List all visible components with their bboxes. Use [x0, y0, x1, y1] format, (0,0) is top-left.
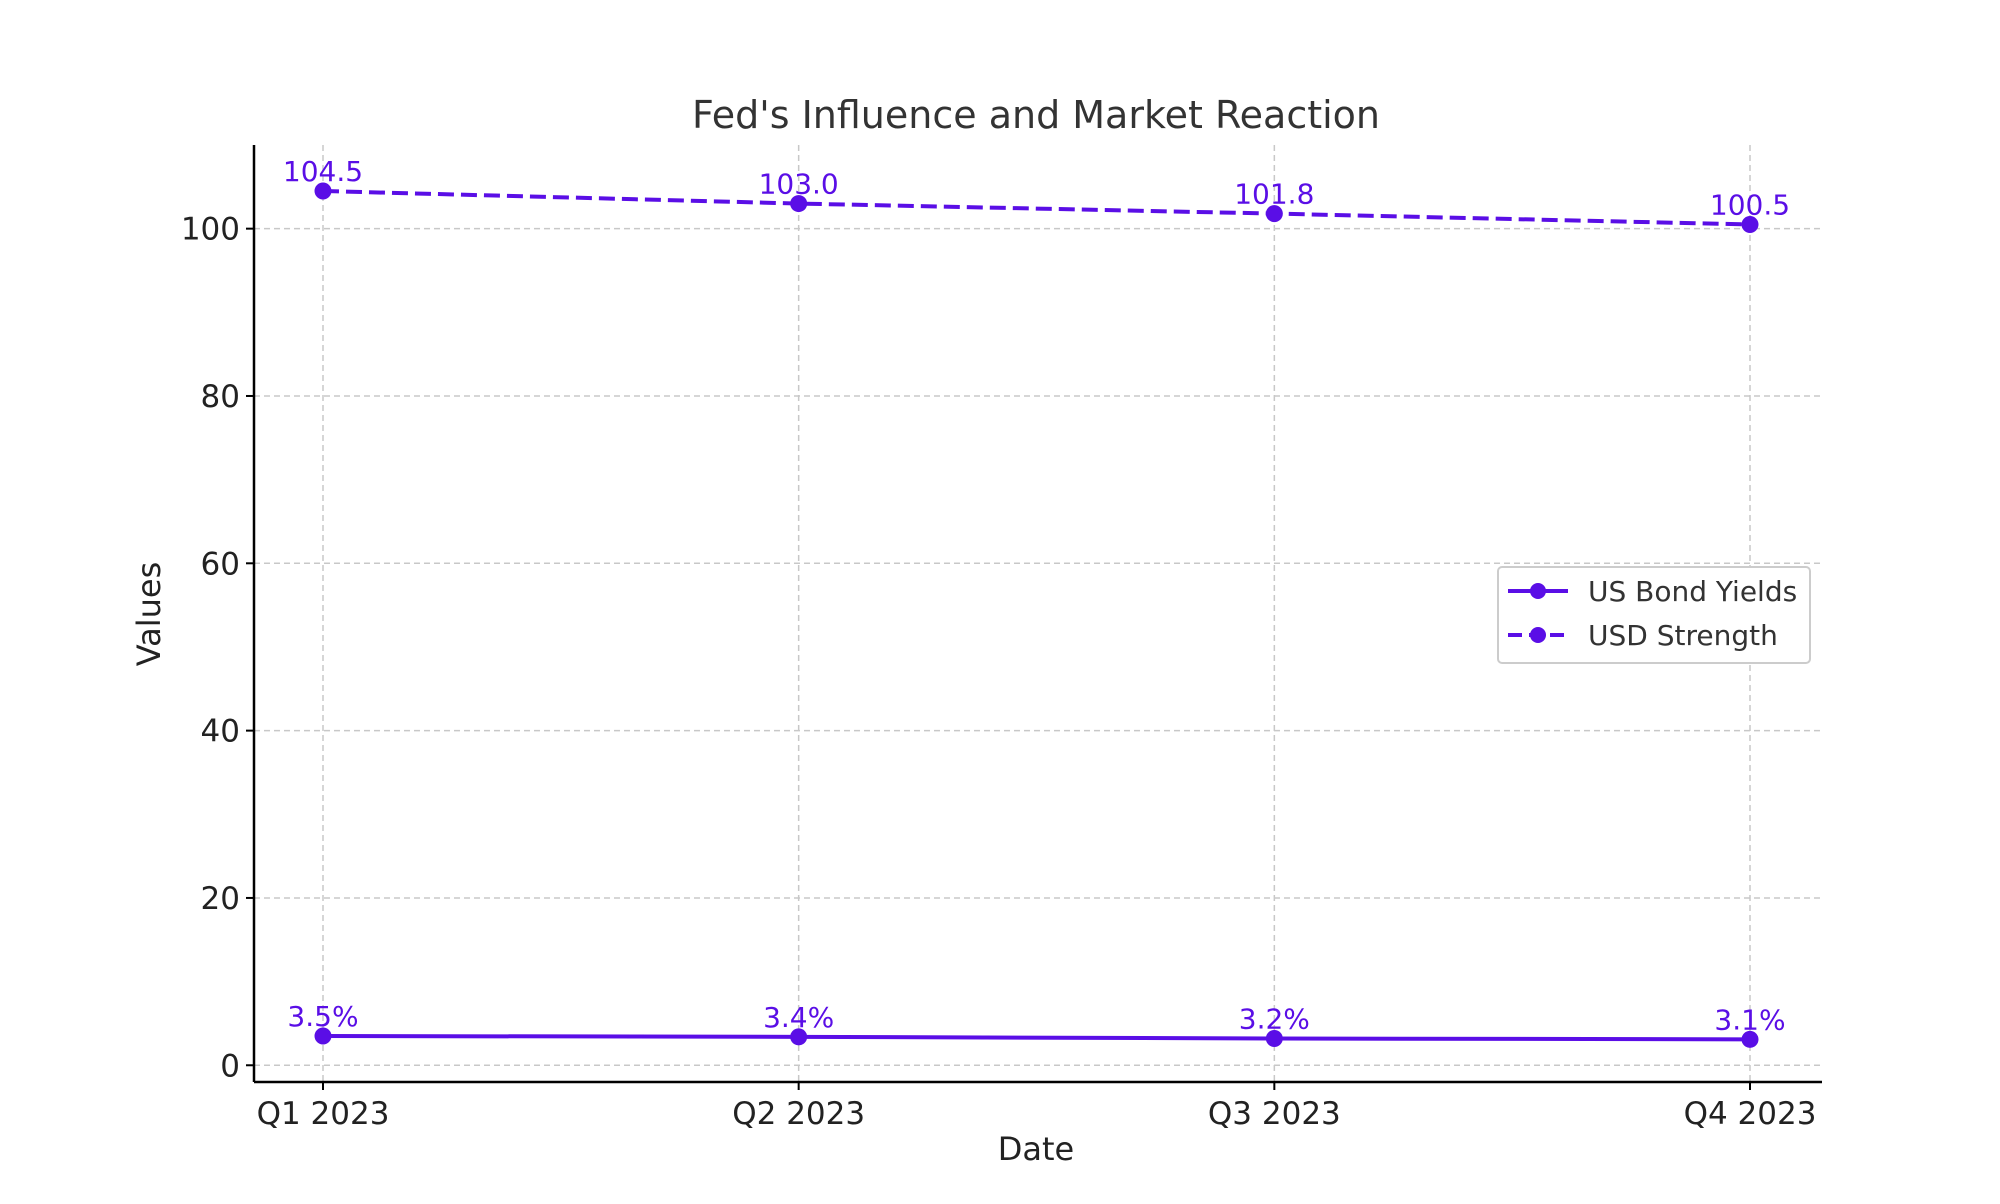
data-point [1265, 1029, 1283, 1047]
x-tick-label: Q3 2023 [1208, 1096, 1341, 1132]
y-tick-label: 20 [201, 881, 240, 917]
y-axis-label: Values [130, 562, 168, 667]
x-tick-label: Q2 2023 [732, 1096, 865, 1132]
series-line-1 [322, 189, 1751, 227]
chart-title: Fed's Influence and Market Reaction [692, 93, 1380, 137]
legend-frame [1497, 566, 1811, 664]
data-point [790, 195, 808, 213]
data-label: 103.0 [759, 168, 839, 201]
data-point [1741, 1030, 1759, 1048]
y-tick-label: 0 [220, 1048, 240, 1084]
grid-layer [254, 145, 1822, 1082]
legend-label: US Bond Yields [1588, 575, 1797, 608]
x-tick-label: Q1 2023 [257, 1096, 390, 1132]
data-label: 101.8 [1234, 178, 1314, 211]
y-tick-label: 40 [201, 714, 240, 750]
data-point [1265, 205, 1283, 223]
series-line-0 [322, 1033, 1751, 1042]
x-axis-label: Date [998, 1130, 1074, 1168]
data-point [314, 182, 332, 200]
data-label: 3.2% [1239, 1002, 1310, 1035]
data-label: 3.5% [287, 1000, 358, 1033]
data-label: 100.5 [1710, 188, 1790, 221]
data-label: 3.1% [1714, 1003, 1785, 1036]
legend-marker [1530, 627, 1546, 643]
y-tick-label: 80 [201, 379, 240, 415]
data-point [1741, 215, 1759, 233]
data-label: 3.4% [763, 1001, 834, 1034]
legend-label: USD Strength [1588, 619, 1778, 652]
legend: US Bond Yields USD Strength [1497, 566, 1811, 664]
axes-layer: 0 20 40 60 80 100 Q1 2023 Q2 2023 Q3 2023 Q4 2023 [181, 145, 1822, 1132]
series-layer [314, 182, 1759, 1048]
data-point [790, 1028, 808, 1046]
data-labels-layer: 3.5% 3.4% 3.2% 3.1% 104.5 103.0 101.8 100.5 [283, 155, 1790, 1036]
data-point [314, 1027, 332, 1045]
data-label: 104.5 [283, 155, 363, 188]
legend-marker [1530, 583, 1546, 599]
y-tick-label: 60 [201, 546, 240, 582]
x-tick-label: Q4 2023 [1684, 1096, 1817, 1132]
y-tick-label: 100 [181, 212, 240, 248]
